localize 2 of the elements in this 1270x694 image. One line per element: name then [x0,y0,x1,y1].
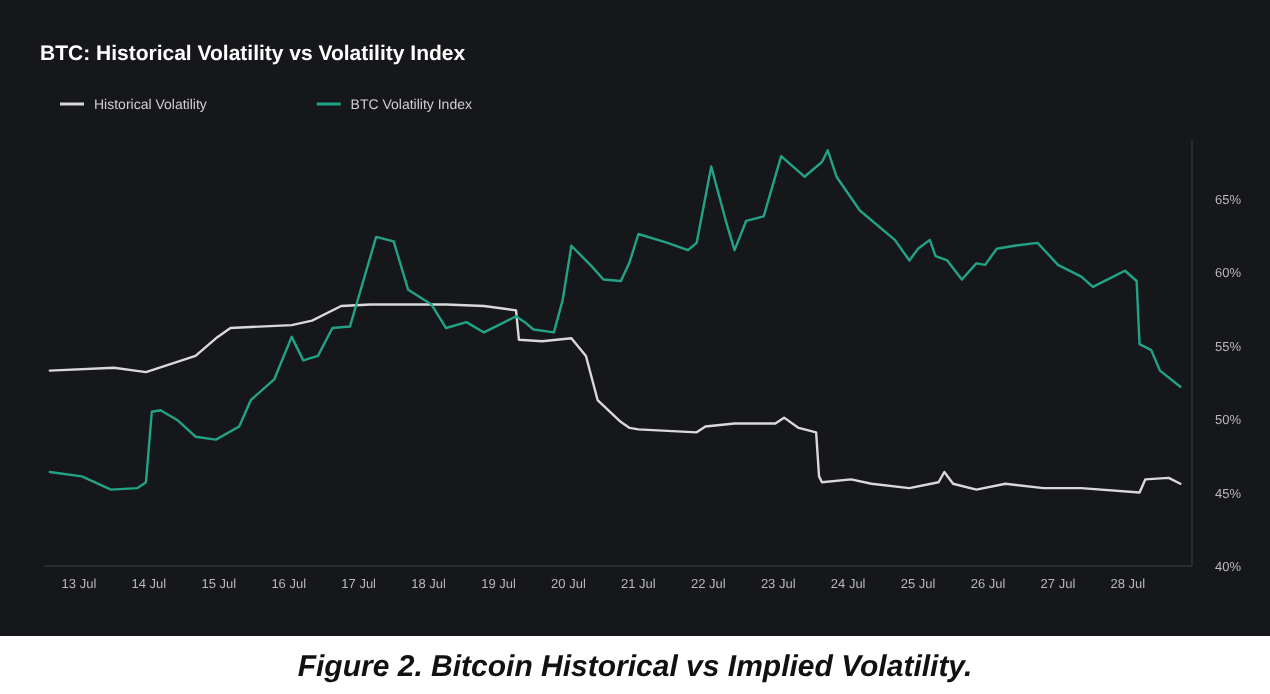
chart-title: BTC: Historical Volatility vs Volatility Index [40,42,466,66]
caption: Figure 2. Bitcoin Historical vs Implied Volatility. [297,650,973,684]
